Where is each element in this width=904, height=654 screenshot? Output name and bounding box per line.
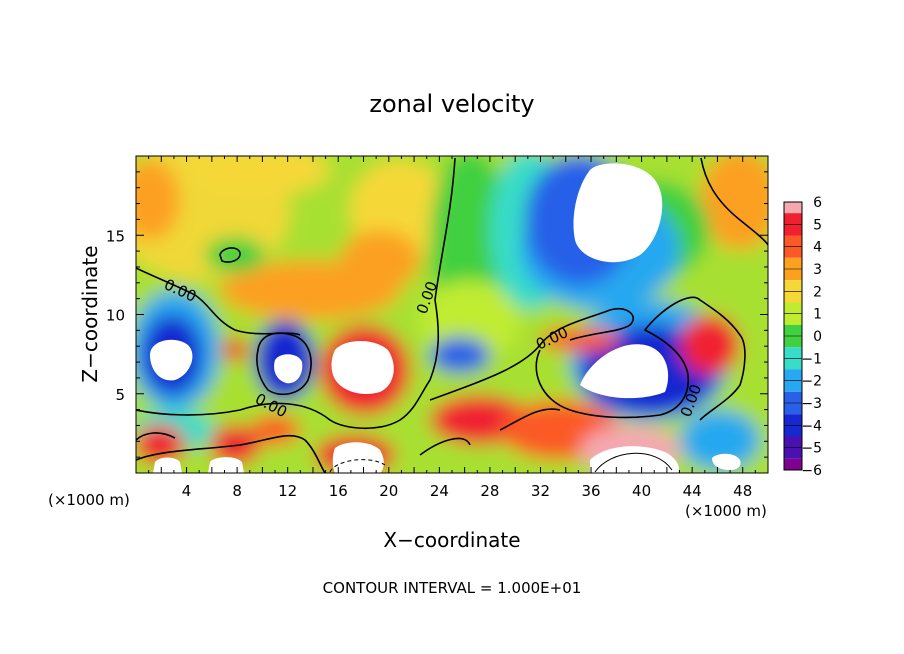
x-tick-label: 40 xyxy=(632,482,651,500)
colorbar-label: −5 xyxy=(801,441,822,457)
colorbar-swatch xyxy=(784,458,802,470)
zero-contours xyxy=(136,157,768,473)
colorbar-label: 3 xyxy=(813,262,822,278)
x-tick-label: 12 xyxy=(278,482,297,500)
x-tick-label: 32 xyxy=(531,482,550,500)
colorbar-label: −1 xyxy=(801,351,822,367)
colorbar-label: −3 xyxy=(801,396,822,412)
x-tick-label: 24 xyxy=(430,482,449,500)
x-axis-label: X−coordinate xyxy=(383,528,520,552)
colorbar-label: −2 xyxy=(801,374,822,390)
colorbar-label: 1 xyxy=(813,307,822,323)
heatmap-field: 0.00 0.00 0.00 0.00 0.00 xyxy=(136,156,768,473)
colorbar-label: 6 xyxy=(813,195,822,211)
x-tick-label: 4 xyxy=(182,482,192,500)
x-tick-label: 44 xyxy=(683,482,702,500)
colorbar-label: −4 xyxy=(801,418,822,434)
colorbar-label: −6 xyxy=(801,463,822,479)
y-axis-label: Z−coordinate xyxy=(78,245,102,382)
chart-title: zonal velocity xyxy=(369,90,534,118)
colorbar: 6 5 4 3 2 1 0 −1 −2 −3 −4 −5 −6 xyxy=(783,195,822,479)
x-axis: 4 8 12 16 20 24 28 32 36 40 44 48 xyxy=(148,156,756,500)
x-unit-left: (×1000 m) xyxy=(48,491,130,509)
x-tick-label: 28 xyxy=(480,482,499,500)
colorbar-label: 5 xyxy=(813,217,822,233)
x-tick-label: 48 xyxy=(733,482,752,500)
y-axis: 5 10 15 xyxy=(106,171,768,458)
colorbar-label: 4 xyxy=(813,240,822,256)
x-tick-label: 20 xyxy=(379,482,398,500)
x-tick-label: 36 xyxy=(581,482,600,500)
contour-interval-note: CONTOUR INTERVAL = 1.000E+01 xyxy=(323,579,582,597)
y-tick-label: 5 xyxy=(115,386,125,404)
x-unit-right: (×1000 m) xyxy=(685,502,767,520)
y-tick-label: 15 xyxy=(106,227,125,245)
colorbar-label: 0 xyxy=(813,329,822,345)
colorbar-swatch xyxy=(784,202,802,214)
x-tick-label: 16 xyxy=(329,482,348,500)
x-tick-label: 8 xyxy=(232,482,242,500)
colorbar-label: 2 xyxy=(813,284,822,300)
y-tick-label: 10 xyxy=(106,307,125,325)
